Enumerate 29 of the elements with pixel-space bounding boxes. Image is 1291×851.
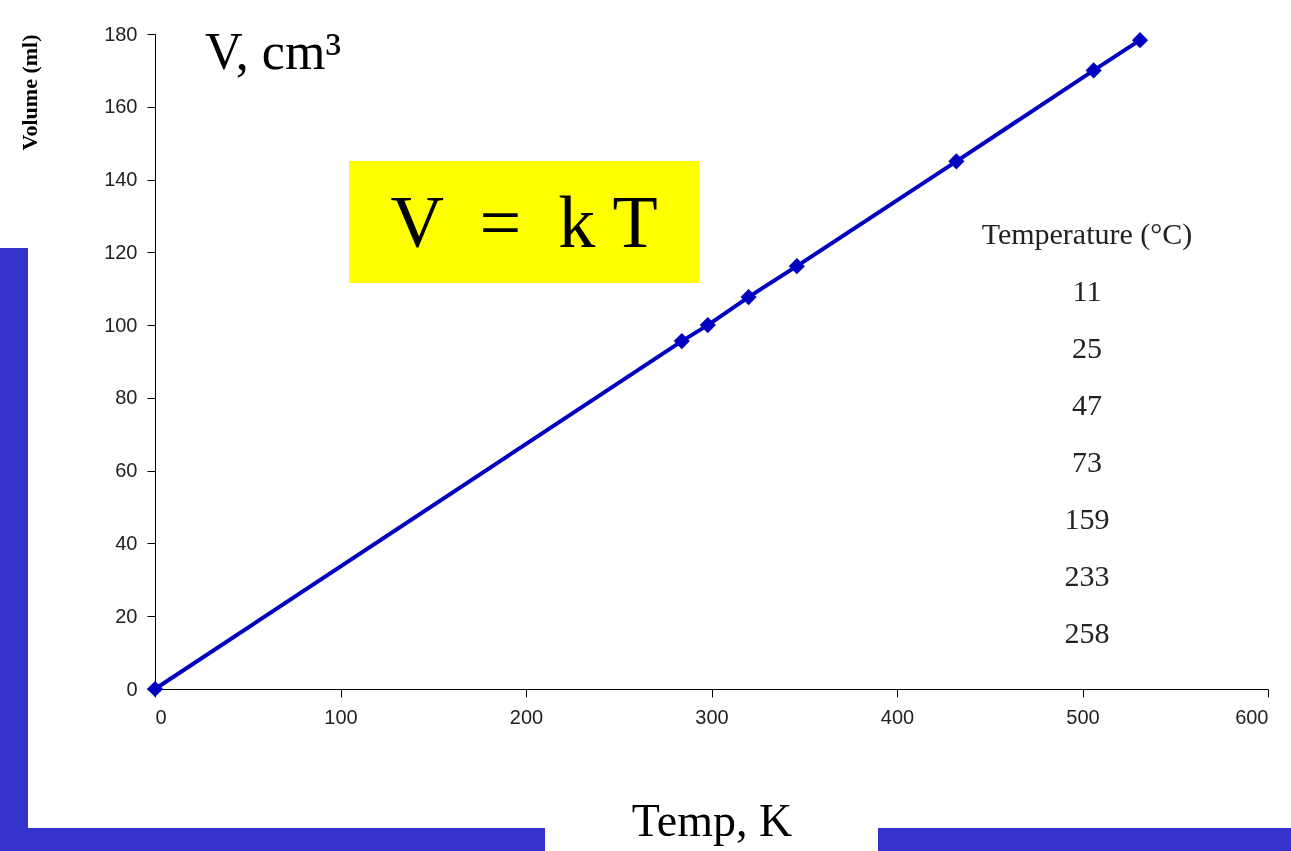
x-tick-label: 500: [1066, 705, 1100, 728]
annotation: 233: [1063, 559, 1111, 593]
y-axis-title: Volume (ml): [17, 34, 43, 151]
annotation: Temperature (°C): [980, 217, 1194, 251]
y-tick-label: 40: [115, 531, 138, 554]
annotation: 258: [1063, 616, 1111, 650]
annotation: V, cm³: [205, 22, 341, 81]
x-tick-label: 300: [695, 705, 729, 728]
y-tick-label: 0: [126, 677, 138, 700]
y-tick-label: 20: [115, 604, 138, 627]
annotation: 159: [1063, 502, 1111, 536]
y-tick-label: 140: [104, 168, 138, 191]
annotation: V = k T: [349, 161, 699, 283]
y-tick-label: 100: [104, 313, 138, 336]
y-tick-label: 120: [104, 240, 138, 263]
x-tick-label: 600: [1235, 705, 1269, 728]
x-axis-title: Temp, K: [631, 794, 793, 846]
y-tick-label: 60: [115, 459, 138, 482]
x-tick-label: 100: [324, 705, 358, 728]
y-tick-label: 80: [115, 386, 138, 409]
annotation: 47: [1071, 388, 1103, 422]
y-tick-label: 180: [104, 22, 138, 45]
x-tick-label: 200: [509, 705, 544, 728]
x-tick-label: 0: [155, 705, 167, 728]
x-tick-label: 400: [880, 705, 915, 728]
annotation: 11: [1071, 274, 1103, 308]
y-tick-label: 160: [104, 95, 138, 118]
annotation: 73: [1071, 445, 1103, 479]
annotation: 25: [1071, 331, 1103, 365]
